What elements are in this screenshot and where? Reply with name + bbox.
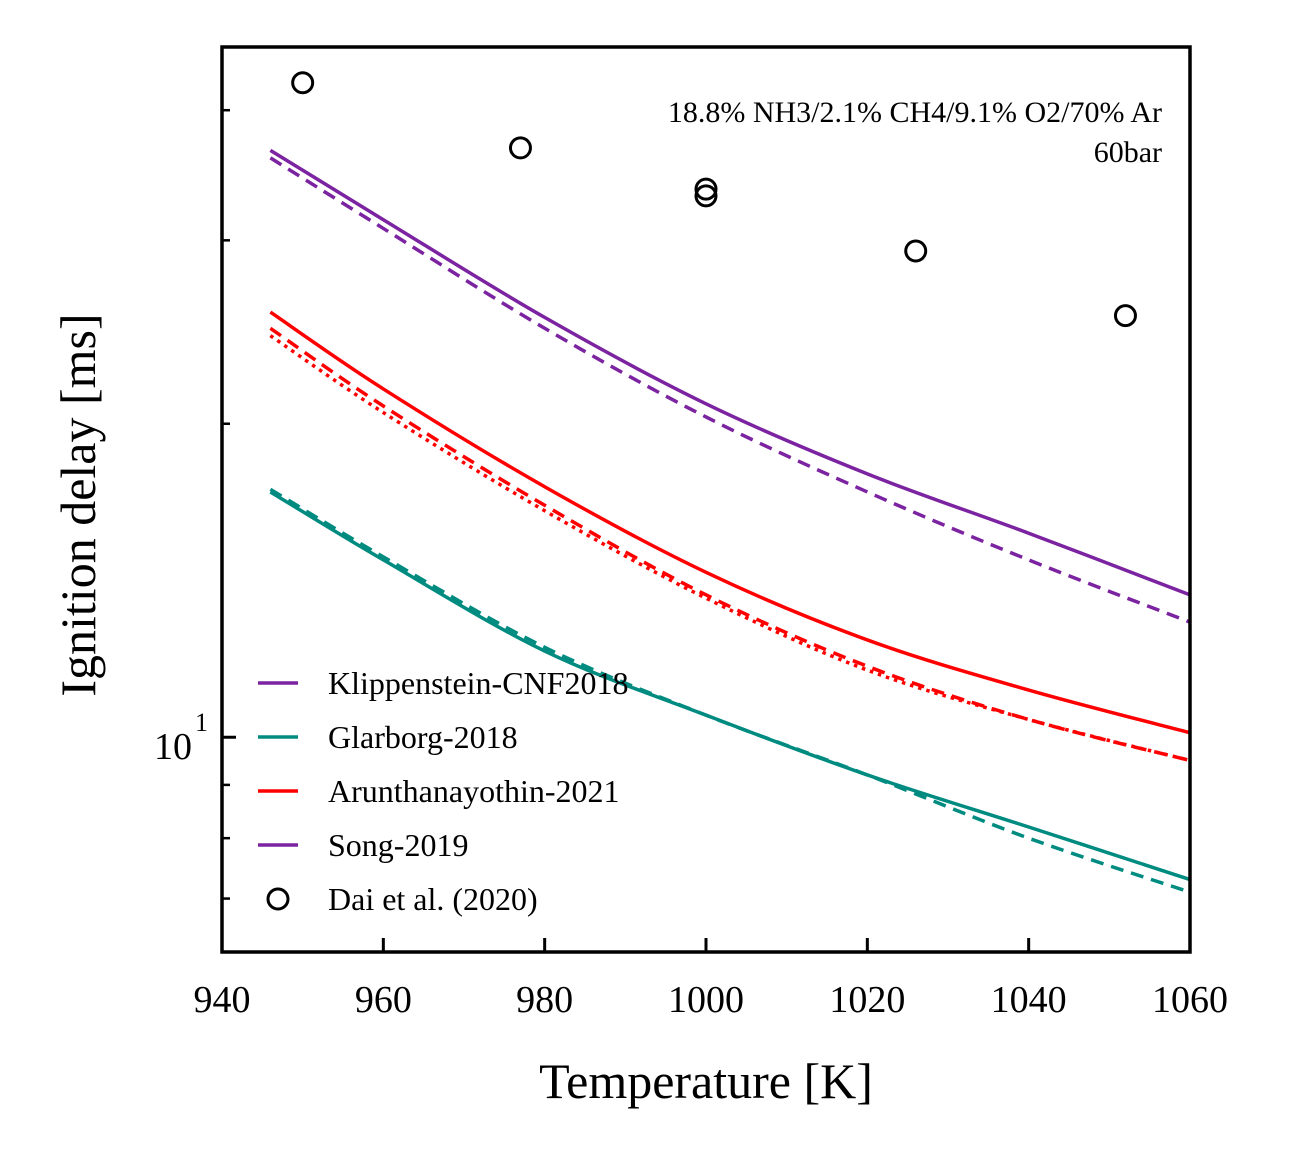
legend-label-4: Dai et al. (2020) (328, 881, 538, 917)
data-point-3 (694, 184, 718, 208)
tick-layer: 940 960 980 1000 1020 1040 1060 101 (154, 108, 1228, 1021)
legend-label-3: Song-2019 (328, 827, 468, 863)
series-layer (269, 71, 1191, 894)
series-line-6-dashed (269, 487, 1191, 894)
x-axis-title: Temperature [K] (539, 1053, 873, 1109)
plot-area (222, 47, 1190, 952)
x-tick-label-1020: 1020 (829, 979, 905, 1021)
legend-item-0: Klippenstein-CNF2018 (258, 665, 628, 701)
x-tick-label-1060: 1060 (1152, 979, 1228, 1021)
annotation-mixture: 18.8% NH3/2.1% CH4/9.1% O2/70% Ar (668, 96, 1162, 129)
x-tick-label-940: 940 (194, 979, 251, 1021)
y-axis-title: Ignition delay [ms] (50, 313, 106, 696)
legend-item-1: Glarborg-2018 (258, 719, 518, 755)
legend: Klippenstein-CNF2018 Glarborg-2018 Aruntha… (258, 665, 628, 917)
x-tick-label-980: 980 (516, 979, 573, 1021)
series-line-3-dashed (269, 326, 1191, 763)
annotation-pressure: 60bar (1094, 136, 1162, 169)
x-tick-label-960: 960 (355, 979, 412, 1021)
legend-item-4: Dai et al. (2020) (266, 881, 538, 917)
series-line-0-solid (269, 148, 1191, 597)
data-point-5 (1113, 304, 1137, 328)
legend-marker-4 (266, 887, 290, 911)
series-line-1-dashed (269, 156, 1191, 624)
x-tick-label-1040: 1040 (991, 979, 1067, 1021)
series-line-2-solid (269, 310, 1191, 735)
data-point-2 (694, 177, 718, 201)
y-tick-label-10: 10 (154, 726, 192, 768)
y-tick-label-exponent: 1 (195, 708, 208, 737)
data-point-0 (291, 71, 315, 95)
x-tick-label-1000: 1000 (668, 979, 744, 1021)
data-point-1 (508, 136, 532, 160)
legend-label-2: Arunthanayothin-2021 (328, 773, 620, 809)
legend-label-0: Klippenstein-CNF2018 (328, 665, 628, 701)
plot-frame (220, 45, 1192, 954)
legend-label-1: Glarborg-2018 (328, 719, 518, 755)
legend-item-2: Arunthanayothin-2021 (258, 773, 620, 809)
series-dai-2020-markers (291, 71, 1137, 328)
legend-item-3: Song-2019 (258, 827, 468, 863)
data-point-4 (904, 239, 928, 263)
